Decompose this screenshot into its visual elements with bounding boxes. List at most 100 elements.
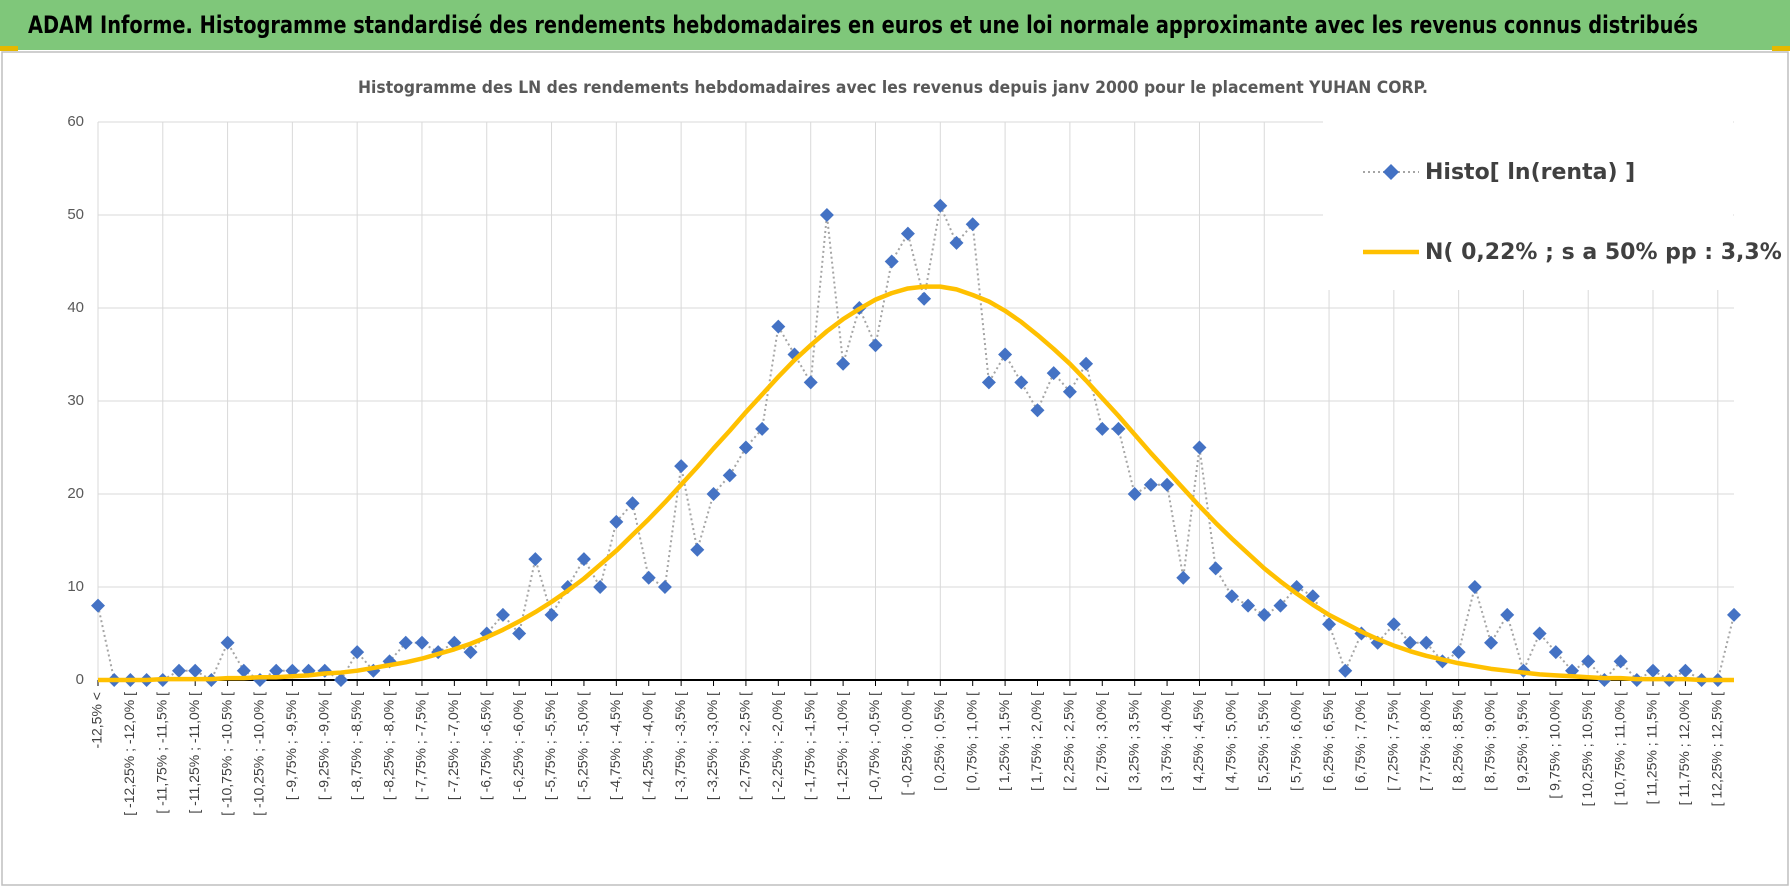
- data-point: [398, 635, 413, 650]
- data-point: [609, 514, 624, 529]
- chart-title: Histogramme des LN des rendements hebdom…: [358, 78, 1428, 98]
- data-point: [803, 375, 818, 390]
- data-point: [1111, 421, 1126, 436]
- data-point: [1548, 645, 1563, 660]
- data-point: [1273, 598, 1288, 613]
- x-tick-label: [ 4,25% ; 4,5% [: [1190, 692, 1206, 791]
- y-tick-label: 0: [76, 671, 84, 688]
- data-point: [220, 635, 235, 650]
- data-point: [1160, 477, 1175, 492]
- x-tick-label: [ 5,75% ; 6,0% [: [1287, 692, 1303, 791]
- data-point: [1208, 561, 1223, 576]
- data-point: [1500, 607, 1515, 622]
- data-point: [1727, 607, 1741, 622]
- data-point: [949, 235, 964, 250]
- data-point: [1241, 598, 1256, 613]
- data-point: [1079, 356, 1094, 371]
- x-tick-label: [ -2,25% ; -2,0% [: [769, 692, 785, 800]
- data-point: [1646, 663, 1661, 678]
- chart-frame: [1, 51, 1789, 886]
- data-point: [965, 217, 980, 232]
- data-point: [1030, 403, 1045, 418]
- data-point: [674, 459, 689, 474]
- data-point: [463, 645, 478, 660]
- corner-accent: [1772, 46, 1790, 51]
- data-point: [544, 607, 559, 622]
- data-point: [1062, 384, 1077, 399]
- data-point: [657, 580, 672, 594]
- data-point: [1403, 635, 1418, 650]
- data-point: [998, 347, 1013, 362]
- data-point: [917, 291, 932, 306]
- data-point: [900, 226, 915, 241]
- data-point: [512, 626, 527, 641]
- x-tick-label: [ 7,75% ; 8,0% [: [1417, 692, 1433, 791]
- x-tick-label: [ 0,75% ; 1,0% [: [963, 692, 979, 791]
- y-tick-label: 10: [67, 578, 84, 595]
- data-point: [1192, 440, 1207, 455]
- x-tick-label: [ -8,75% ; -8,5% [: [348, 692, 364, 800]
- data-point: [1467, 580, 1482, 594]
- data-point: [771, 319, 786, 334]
- x-tick-label: [ -1,75% ; -1,5% [: [801, 692, 817, 800]
- x-tick-label: [ -9,75% ; -9,5% [: [283, 692, 299, 800]
- x-tick-label: [ -8,25% ; -8,0% [: [380, 692, 396, 800]
- x-tick-label: [ -11,75% ; -11,5% [: [153, 692, 169, 814]
- x-tick-label: [ -10,75% ; -10,5% [: [218, 692, 234, 816]
- x-tick-label: [ -4,25% ; -4,0% [: [639, 692, 655, 800]
- legend-label: Histo[ ln(renta) ]: [1425, 160, 1635, 185]
- data-point: [495, 607, 510, 622]
- x-tick-label: [ 5,25% ; 5,5% [: [1255, 692, 1271, 791]
- data-point: [1484, 635, 1499, 650]
- data-point: [706, 487, 721, 501]
- x-tick-label: [ -7,25% ; -7,0% [: [445, 692, 461, 800]
- x-tick-label: [ -1,25% ; -1,0% [: [834, 692, 850, 800]
- x-tick-label: [ 10,25% ; 10,5% [: [1579, 692, 1595, 807]
- x-tick-label: [ -0,25% ; 0,0% [: [899, 692, 915, 796]
- data-point: [1451, 645, 1466, 660]
- data-point: [1046, 366, 1061, 381]
- data-point: [1257, 607, 1272, 622]
- data-point: [1322, 617, 1337, 632]
- header-title: ADAM Informe. Histogramme standardisé de…: [28, 11, 1698, 39]
- x-tick-label: [ 1,25% ; 1,5% [: [996, 692, 1012, 791]
- data-point: [414, 635, 429, 650]
- data-point: [1095, 421, 1110, 436]
- data-point: [236, 663, 251, 678]
- x-tick-label: -12,5% <: [89, 692, 105, 748]
- normal-curve: [98, 284, 1734, 683]
- x-tick-label: [ 3,25% ; 3,5% [: [1125, 692, 1141, 791]
- data-point: [528, 552, 543, 567]
- x-tick-label: [ -10,25% ; -10,0% [: [251, 692, 267, 816]
- data-point: [576, 552, 591, 567]
- data-point: [641, 570, 656, 585]
- data-point: [1678, 663, 1693, 678]
- data-point: [1386, 617, 1401, 632]
- x-tick-label: [ -12,25% ; -12,0% [: [121, 692, 137, 816]
- data-point: [333, 673, 348, 687]
- corner-accent: [0, 46, 18, 51]
- x-tick-label: [ 3,75% ; 4,0% [: [1158, 692, 1174, 791]
- x-tick-label: [ -7,75% ; -7,5% [: [413, 692, 429, 800]
- x-tick-label: [ 11,75% ; 12,0% [: [1676, 692, 1692, 805]
- data-point: [1014, 375, 1029, 390]
- data-point: [625, 496, 640, 511]
- data-point: [981, 375, 996, 390]
- data-point: [819, 208, 834, 222]
- x-tick-label: [ -9,25% ; -9,0% [: [315, 692, 331, 800]
- data-point: [690, 542, 705, 557]
- data-point: [1613, 654, 1628, 669]
- x-tick-label: [ -0,75% ; -0,5% [: [866, 692, 882, 800]
- x-tick-label: [ -4,75% ; -4,5% [: [607, 692, 623, 800]
- data-point: [1143, 477, 1158, 492]
- x-tick-label: [ 9,75% ; 10,0% [: [1547, 692, 1563, 799]
- x-tick-label: [ 6,75% ; 7,0% [: [1352, 692, 1368, 791]
- x-tick-label: [ -3,75% ; -3,5% [: [672, 692, 688, 800]
- legend-label: N( 0,22% ; s a 50% pp : 3,3% ): [1425, 240, 1790, 265]
- x-tick-label: [ -6,25% ; -6,0% [: [510, 692, 526, 800]
- data-point: [722, 468, 737, 483]
- x-tick-label: [ 6,25% ; 6,5% [: [1320, 692, 1336, 791]
- x-tick-label: [ 8,75% ; 9,0% [: [1482, 692, 1498, 791]
- x-tick-label: [ -5,25% ; -5,0% [: [575, 692, 591, 800]
